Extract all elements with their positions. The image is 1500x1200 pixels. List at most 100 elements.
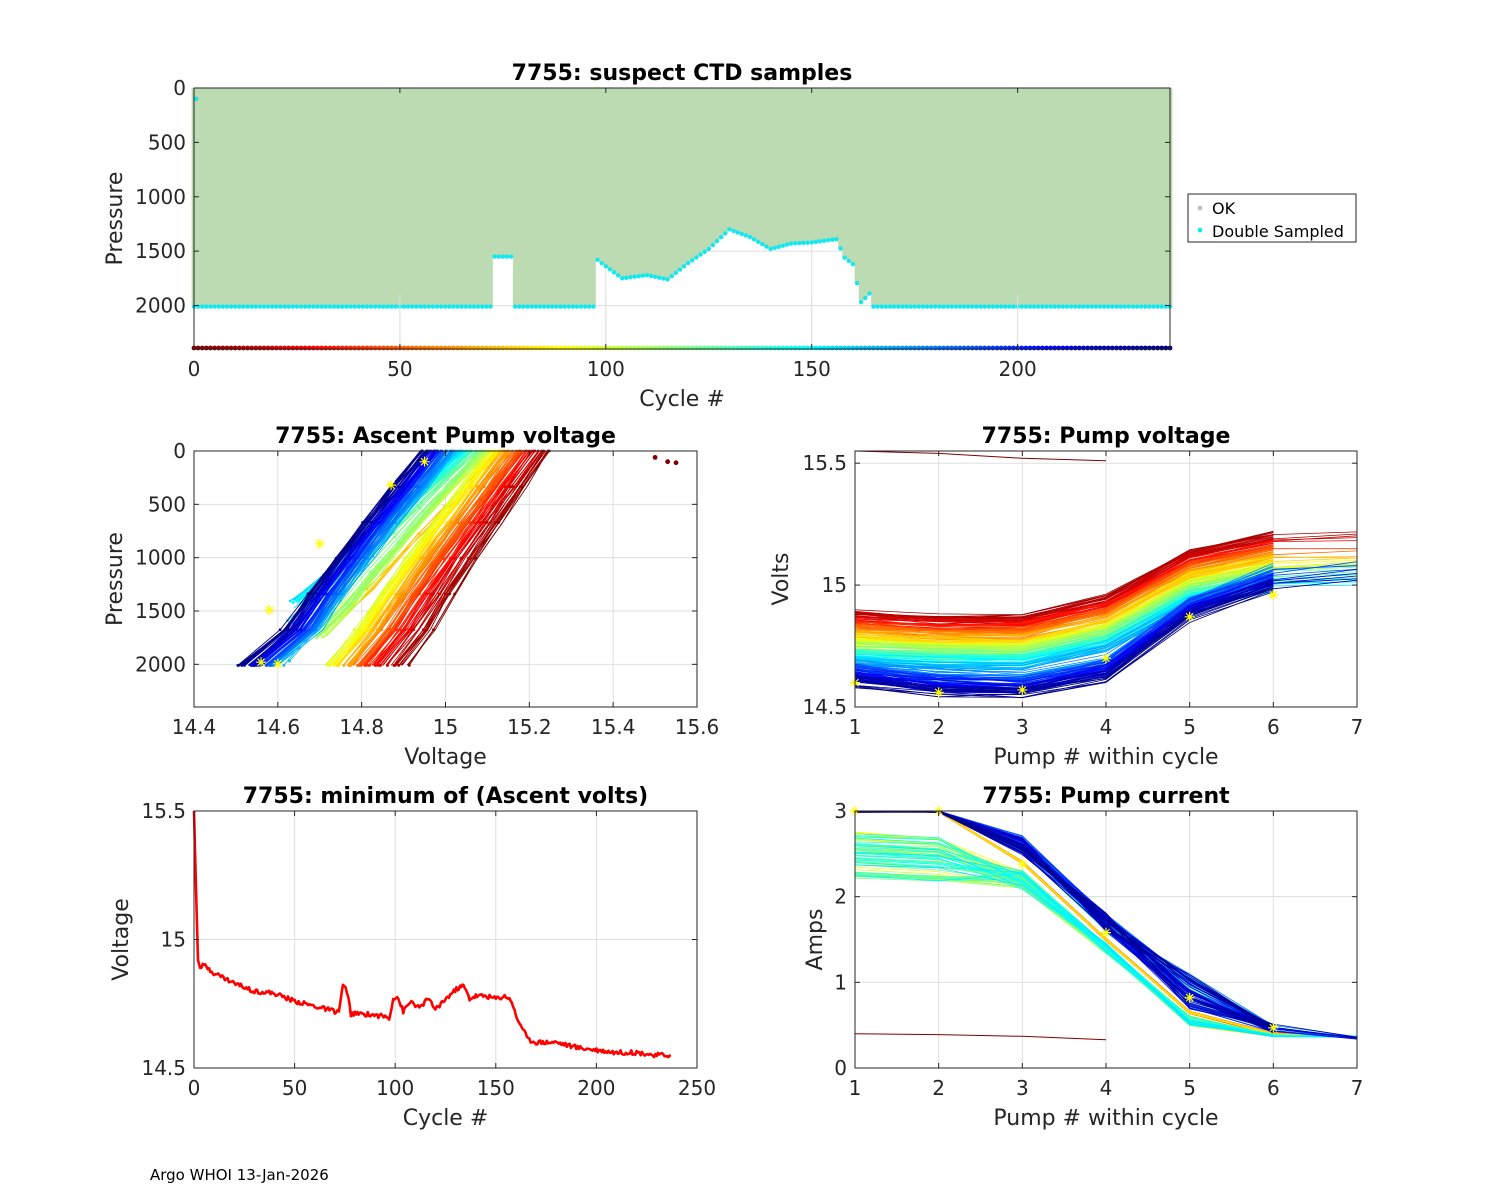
ok-sample-column [574,88,580,307]
ok-sample-column [257,88,263,307]
double-sampled-point [554,304,559,309]
ok-sample-column [1072,88,1078,307]
double-sampled-point [970,304,975,309]
cycle-color-point [591,345,596,351]
ascent-profile-point [442,475,446,478]
double-sampled-point [974,304,979,309]
double-sampled-point [879,304,884,309]
cycle-color-point [599,345,605,351]
ok-sample-column [1147,88,1152,307]
double-sampled-point [875,304,880,309]
ok-sample-column [640,88,646,276]
ok-sample-column [195,88,201,307]
x-tick-label: 15.2 [507,715,552,739]
ok-sample-column [969,88,975,307]
cycle-color-point [957,345,963,351]
cycle-color-point [430,345,436,351]
double-sampled-point [368,304,374,309]
cycle-color-point [743,345,749,351]
ok-sample-column [644,88,650,276]
pump-voltage-line [854,566,1274,651]
cycle-color-point [1027,345,1033,351]
cycle-color-point [961,345,967,351]
cycle-color-point [516,345,522,351]
cycle-color-point [1056,345,1062,351]
pump-voltage-line [854,577,1274,690]
ok-sample-column [681,88,687,267]
y-tick-label: 1500 [135,599,186,623]
ok-sample-column [282,88,287,307]
ascent-profile-point [393,535,397,539]
ok-sample-column [1015,88,1020,307]
x-tick-label: 200 [999,357,1037,381]
cycle-color-point [389,345,395,351]
cycle-color-point [1019,345,1025,351]
cycle-color-point [549,345,555,351]
ok-sample-column [1101,88,1107,307]
double-sampled-point [1118,304,1123,309]
cycle-color-point [434,345,440,351]
x-tick-label: 0 [188,357,201,381]
double-sampled-point [447,304,452,309]
cycle-color-point [780,345,786,351]
double-sampled-point [1089,304,1094,309]
double-sampled-point [904,304,909,309]
ascent-profile-point [378,664,381,667]
double-sampled-point [714,238,720,244]
pump-current-line [854,811,1274,1029]
double-sampled-point [1007,304,1012,309]
double-sampled-point [706,246,711,252]
double-sampled-point [928,304,934,309]
x-axis-label: Pump # within cycle [993,1106,1218,1131]
ok-sample-column [805,88,810,243]
ok-sample-column [208,88,213,307]
double-sampled-point [986,304,992,309]
cycle-color-point [405,345,411,351]
pump-voltage-line [854,559,1274,644]
ok-sample-column [508,88,514,257]
double-sampled-point [348,304,353,309]
ok-sample-column [335,88,341,307]
ok-sample-column [558,88,563,307]
cycle-color-point [241,345,246,351]
double-sampled-point [883,304,889,309]
double-sampled-point [1093,304,1099,309]
pump-voltage-line [854,577,1274,656]
cycle-color-point [1142,345,1148,351]
ok-sample-column [669,88,675,277]
double-sampled-point [710,242,716,248]
ok-sample-column [998,88,1004,307]
double-sampled-point [1097,304,1103,309]
ok-sample-column [323,88,329,307]
pump-voltage-line [854,537,1274,625]
double-sampled-point [776,244,781,249]
double-sampled-point [1068,304,1074,309]
ok-sample-column [389,88,395,307]
cycle-color-point [273,345,279,351]
cycle-color-point [586,345,592,351]
cycle-color-point [327,345,333,351]
ok-sample-column [488,88,493,307]
ok-sample-column [455,88,460,307]
cycle-color-point [1155,345,1161,351]
cycle-color-point [1039,345,1045,351]
pump-voltage-line [854,591,1274,699]
ok-sample-column [677,88,683,270]
ok-sample-column [1118,88,1123,307]
double-sampled-point [1023,304,1029,309]
cycle-color-point [698,345,703,351]
ok-sample-column [385,88,390,307]
cycle-color-point [372,345,378,351]
ok-sample-column [599,88,605,264]
ok-sample-column [381,88,386,307]
ok-sample-column [982,88,988,307]
double-sampled-point [500,254,506,259]
ok-sample-column [249,88,255,307]
ok-sample-column [512,88,518,307]
cycle-color-point [220,345,226,351]
latest-cycle-marker [933,687,944,698]
pump-voltage-line [854,584,1274,692]
double-sampled-point [1011,304,1016,309]
ok-sample-column [533,88,539,307]
ok-sample-column [776,88,782,247]
